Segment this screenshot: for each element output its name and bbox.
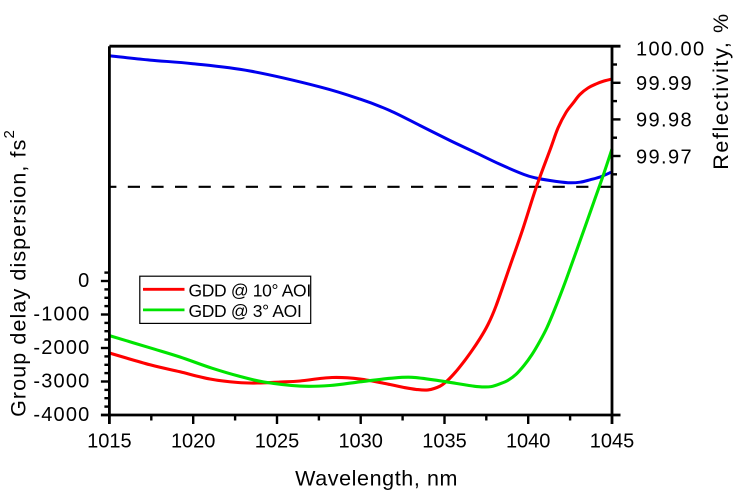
svg-text:99.99: 99.99 (636, 73, 693, 95)
svg-text:1020: 1020 (171, 430, 216, 452)
svg-text:-4000: -4000 (33, 404, 90, 426)
svg-text:Wavelength, nm: Wavelength, nm (295, 467, 458, 491)
svg-text:Reflectivity, %: Reflectivity, % (709, 12, 733, 169)
svg-text:1025: 1025 (255, 430, 300, 452)
svg-text:1035: 1035 (422, 430, 467, 452)
svg-text:Group delay dispersion, fs2: Group delay dispersion, fs2 (1, 129, 31, 417)
svg-text:GDD @ 3° AOI: GDD @ 3° AOI (189, 301, 302, 321)
svg-text:-3000: -3000 (33, 371, 90, 393)
svg-text:1030: 1030 (338, 430, 383, 452)
svg-text:99.97: 99.97 (636, 146, 693, 168)
svg-text:GDD @ 10° AOI: GDD @ 10° AOI (189, 281, 311, 301)
svg-text:1040: 1040 (506, 430, 551, 452)
svg-text:1045: 1045 (590, 430, 635, 452)
svg-text:0: 0 (78, 270, 90, 292)
svg-text:99.98: 99.98 (636, 110, 693, 132)
svg-text:-2000: -2000 (33, 337, 90, 359)
svg-text:1015: 1015 (87, 430, 132, 452)
svg-text:-1000: -1000 (33, 304, 90, 326)
svg-text:100.00: 100.00 (636, 38, 706, 60)
